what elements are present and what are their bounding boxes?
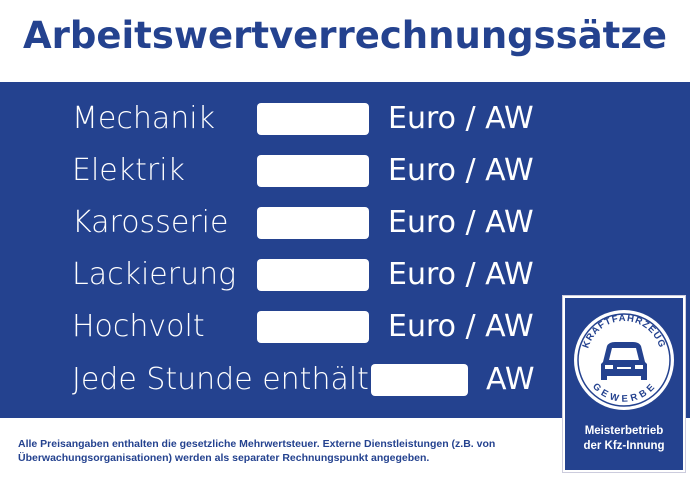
badge-text: Meisterbetrieb der Kfz-Innung xyxy=(565,424,683,454)
rate-unit: Euro / AW xyxy=(388,257,534,292)
aw-per-hour-field[interactable] xyxy=(371,364,468,396)
page-title: Arbeitswertverrechnungssätze xyxy=(23,14,667,57)
rate-unit: Euro / AW xyxy=(388,309,534,344)
footer-note: Alle Preisangaben enthalten die gesetzli… xyxy=(18,437,495,465)
rate-value-field[interactable] xyxy=(257,207,369,239)
footer-line: Alle Preisangaben enthalten die gesetzli… xyxy=(18,438,496,450)
rate-label: Jede Stunde enthält xyxy=(72,362,369,397)
rate-label: Mechanik xyxy=(72,101,215,136)
rate-unit: Euro / AW xyxy=(388,101,534,136)
rate-value-field[interactable] xyxy=(257,103,369,135)
rate-label: Lackierung xyxy=(72,257,237,292)
rate-unit: Euro / AW xyxy=(388,153,534,188)
badge-line: der Kfz-Innung xyxy=(583,440,665,452)
car-icon: KRAFTFAHRZEUG GEWERBE xyxy=(574,310,674,410)
rate-unit: Euro / AW xyxy=(388,205,534,240)
rate-value-field[interactable] xyxy=(257,311,369,343)
rate-label: Elektrik xyxy=(72,153,185,188)
rate-value-field[interactable] xyxy=(257,155,369,187)
rate-label: Hochvolt xyxy=(72,309,205,344)
badge-line: Meisterbetrieb xyxy=(584,425,664,437)
innung-badge: KRAFTFAHRZEUG GEWERBE Meisterbetrieb der… xyxy=(562,295,686,473)
footer-line: Überwachungsorganisationen) werden als s… xyxy=(18,452,430,464)
rate-value-field[interactable] xyxy=(257,259,369,291)
rate-label: Karosserie xyxy=(72,205,229,240)
rate-unit: AW xyxy=(486,362,535,397)
